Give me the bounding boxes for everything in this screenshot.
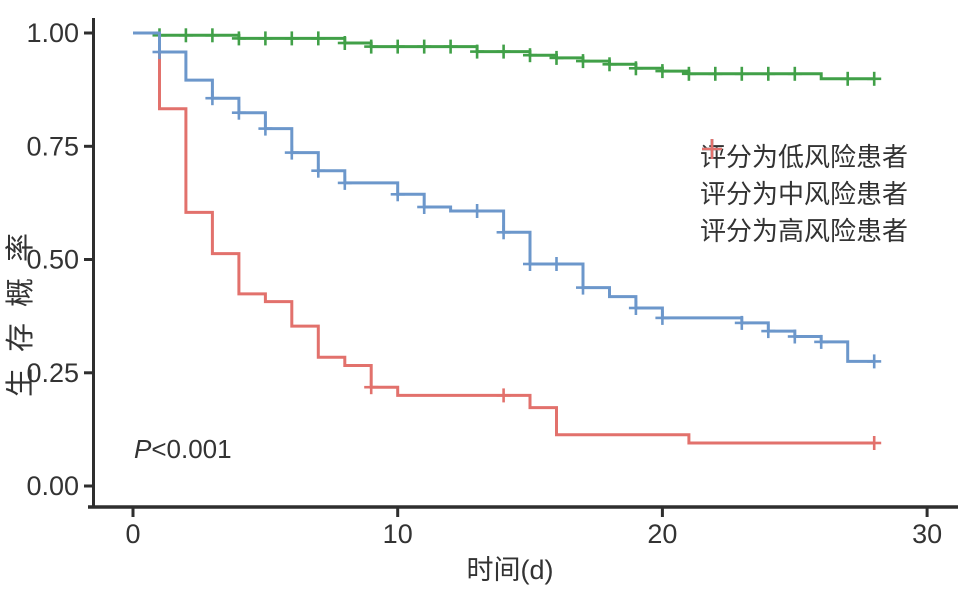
legend-item-medium-risk: 评分为中风险患者 [700, 139, 909, 211]
p-value-annotation: P<0.001 [134, 434, 232, 464]
y-tick-label: 0.50 [26, 245, 79, 275]
x-axis-label: 时间(d) [466, 555, 554, 585]
x-tick-label: 20 [647, 519, 677, 549]
y-tick-label: 0.00 [26, 471, 79, 501]
x-tick-label: 30 [912, 519, 942, 549]
y-tick-label: 1.00 [26, 18, 79, 48]
y-tick-label: 0.75 [26, 131, 79, 161]
legend-item-low-risk: 评分为低风险患者 [700, 137, 908, 174]
legend-label-medium-risk: 评分为中风险患者 [700, 179, 909, 209]
legend-label-high-risk: 评分为高风险患者 [700, 216, 909, 246]
x-tick-label: 0 [125, 519, 140, 549]
km-curve-high [133, 31, 875, 445]
y-axis-label: 生存概率 [5, 216, 37, 397]
legend: 评分为低风险患者 评分为中风险患者 评分为高风险患者 [700, 137, 908, 248]
legend-item-high-risk: 评分为高风险患者 [700, 139, 909, 248]
y-tick-label: 0.25 [26, 358, 79, 388]
x-tick-label: 10 [383, 519, 413, 549]
legend-label-low-risk: 评分为低风险患者 [700, 142, 909, 172]
plus-marker-icon [702, 139, 722, 159]
